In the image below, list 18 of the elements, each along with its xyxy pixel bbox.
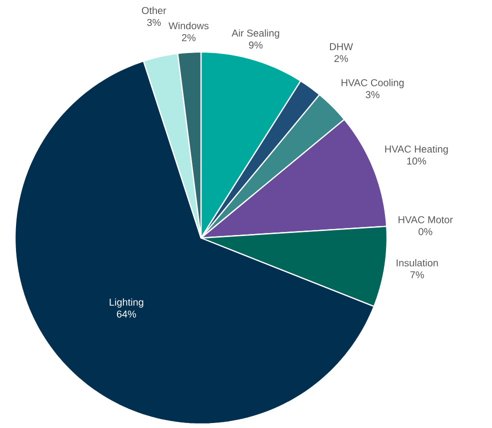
- slice-label: DHW: [330, 43, 353, 50]
- slice-label: Insulation: [396, 259, 438, 266]
- slice-label: HVAC Heating: [385, 145, 448, 155]
- data-label: 2%: [182, 34, 196, 42]
- slice-label: Air Sealing: [232, 29, 280, 39]
- data-label: 7%: [410, 271, 424, 278]
- slice-label: Lighting: [110, 298, 144, 308]
- text: 0%: [418, 228, 432, 236]
- slice-label: Other: [142, 6, 166, 14]
- data-label: 3%: [147, 18, 161, 26]
- data-label: 10%: [407, 158, 426, 165]
- data-label: 2%: [334, 55, 348, 62]
- slice-label: Windows: [168, 22, 209, 30]
- data-label: 64%: [116, 310, 136, 318]
- slice-label: HVAC Cooling: [342, 78, 404, 88]
- data-label: 9%: [248, 42, 263, 49]
- category-label: HVAC Motor: [398, 216, 453, 224]
- data-label: 3%: [366, 91, 380, 98]
